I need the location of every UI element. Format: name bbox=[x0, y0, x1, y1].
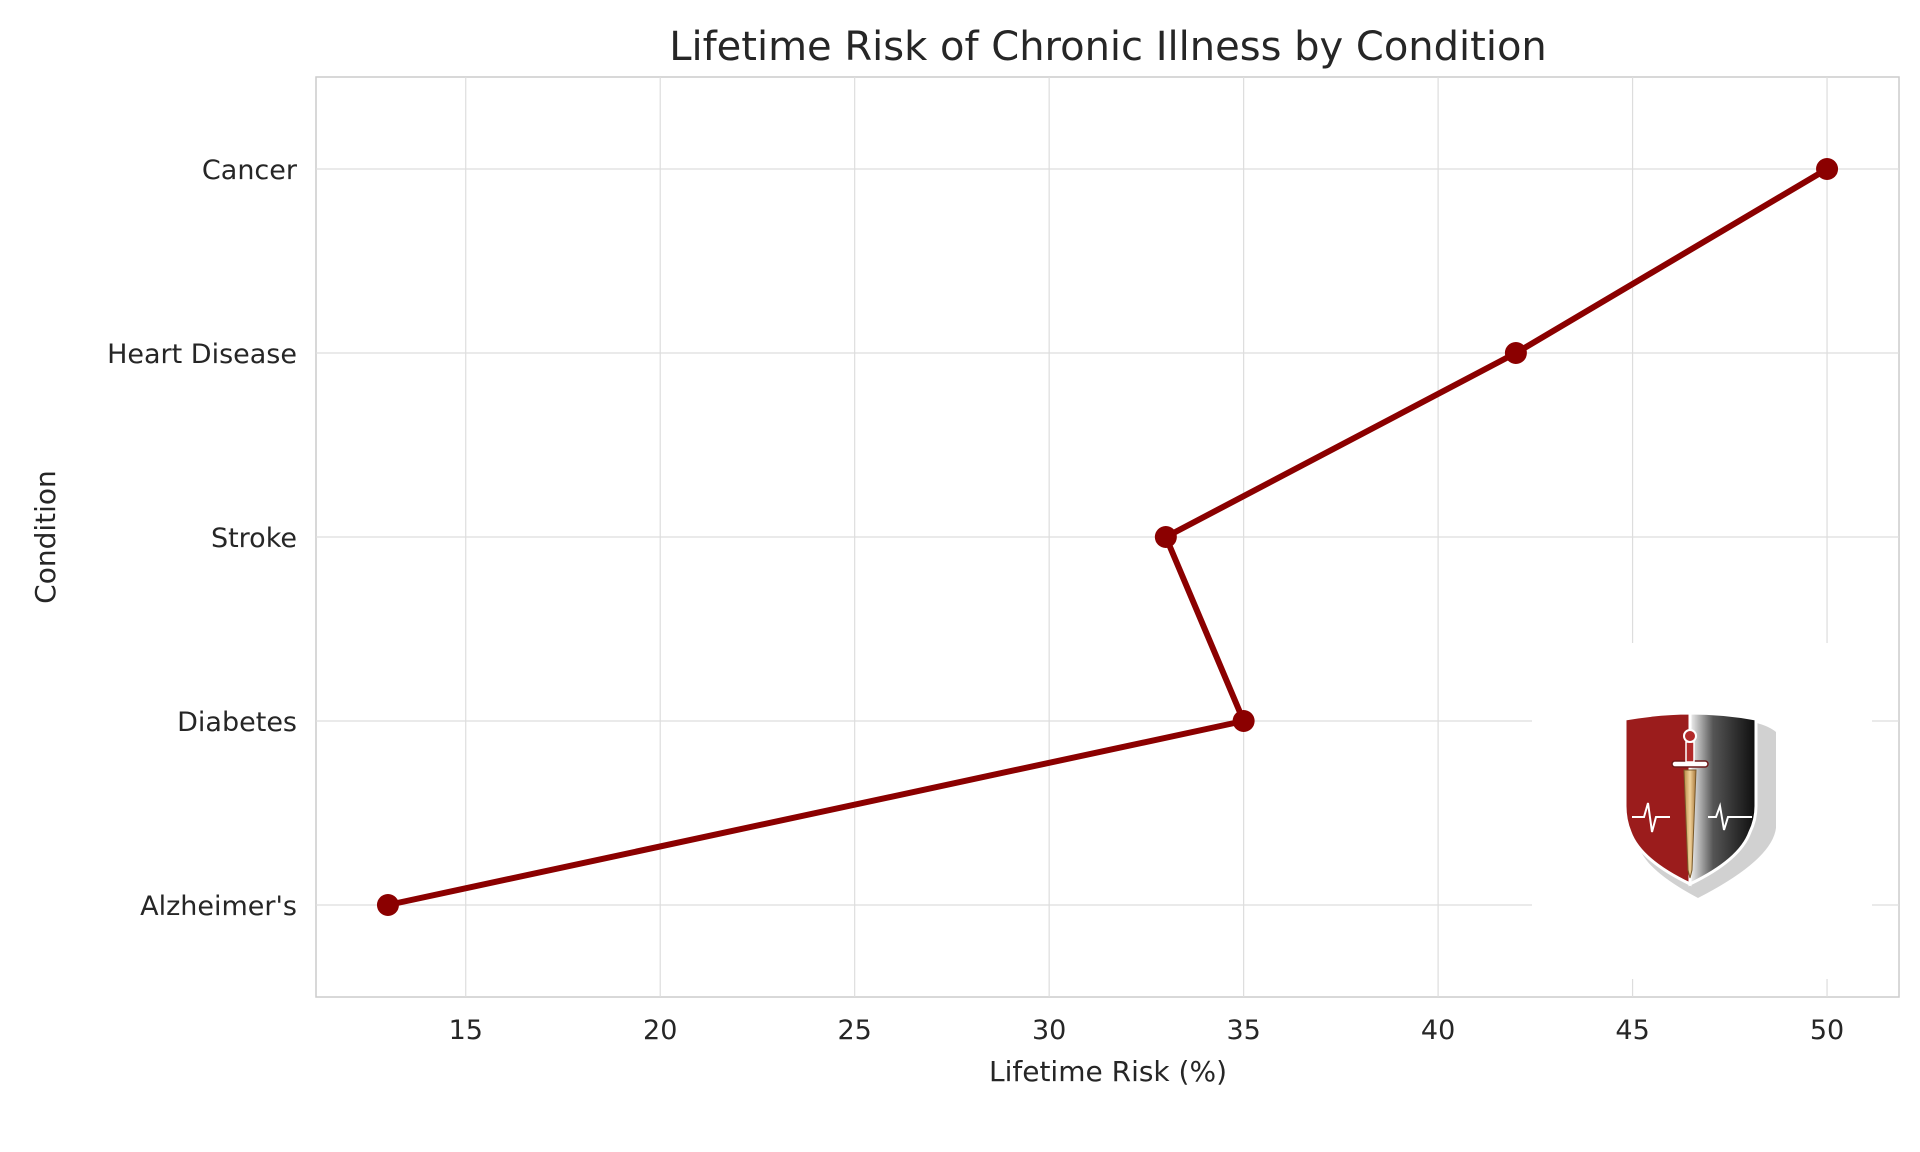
data-point bbox=[1232, 710, 1255, 732]
y-tick-label: Diabetes bbox=[177, 707, 297, 738]
x-tick-label: 25 bbox=[838, 1015, 872, 1046]
y-axis-label: Condition bbox=[29, 470, 62, 604]
axis-ticks: 15 20 25 30 35 40 45 50 Alzheimer's Diabetes Strok… bbox=[107, 155, 1844, 1046]
x-tick-label: 35 bbox=[1226, 1015, 1260, 1046]
chart-title: Lifetime Risk of Chronic Illness by Cond… bbox=[669, 24, 1547, 70]
data-point bbox=[1154, 526, 1177, 548]
x-axis-label: Lifetime Risk (%) bbox=[989, 1055, 1227, 1088]
series-line-group bbox=[376, 158, 1839, 916]
shield-dagger-heartbeat-logo bbox=[1532, 643, 1872, 979]
x-tick-label: 15 bbox=[449, 1015, 483, 1046]
x-tick-label: 45 bbox=[1615, 1015, 1649, 1046]
y-tick-label: Heart Disease bbox=[107, 339, 297, 370]
y-tick-label: Alzheimer's bbox=[140, 891, 297, 922]
x-tick-label: 50 bbox=[1810, 1015, 1844, 1046]
data-point bbox=[1504, 342, 1527, 364]
x-tick-label: 40 bbox=[1421, 1015, 1455, 1046]
y-tick-label: Cancer bbox=[202, 155, 298, 186]
data-point bbox=[1816, 158, 1839, 180]
x-tick-label: 30 bbox=[1032, 1015, 1066, 1046]
data-point bbox=[376, 894, 399, 916]
y-tick-label: Stroke bbox=[211, 523, 297, 554]
x-tick-label: 20 bbox=[643, 1015, 677, 1046]
